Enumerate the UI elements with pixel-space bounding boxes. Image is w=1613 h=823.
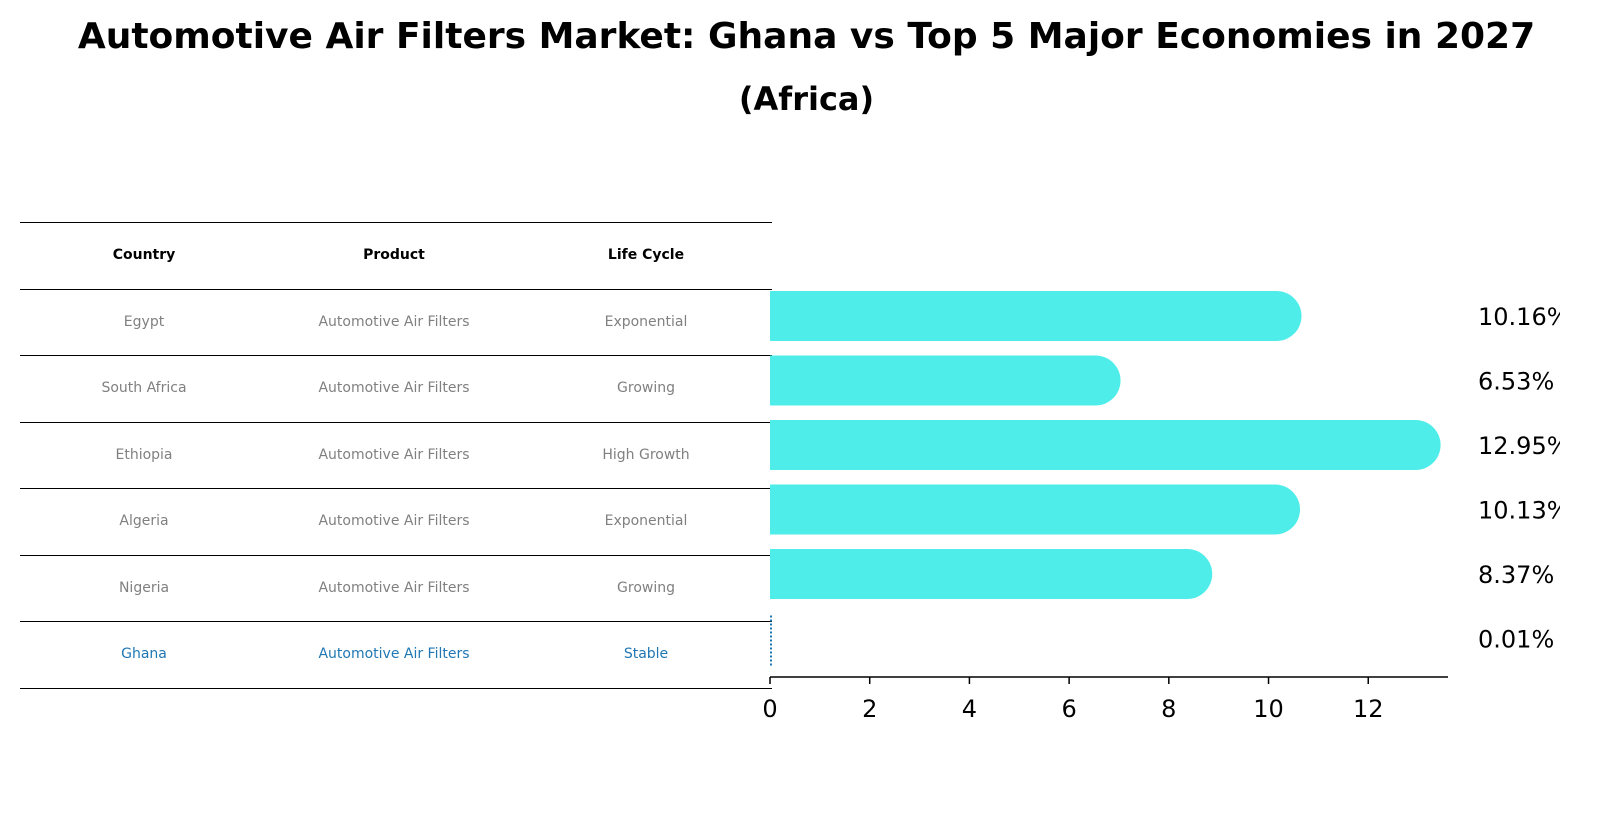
data-label: 12.95% — [1478, 432, 1560, 460]
data-label: 10.16% — [1478, 303, 1560, 331]
table-divider — [20, 687, 772, 689]
table-cell: Exponential — [604, 513, 688, 529]
bar-ethiopia — [770, 420, 1441, 470]
table-header-cell: Country — [112, 247, 176, 263]
table-cell: Automotive Air Filters — [318, 646, 470, 662]
table-header-cell: Product — [363, 247, 425, 263]
table-cell: Automotive Air Filters — [318, 380, 470, 396]
table-divider — [20, 355, 772, 356]
table-cell: Stable — [623, 646, 669, 662]
table-divider — [20, 421, 772, 423]
table-divider — [20, 554, 772, 556]
table-header-cell: Life Cycle — [607, 247, 685, 263]
table-cell: Growing — [617, 579, 675, 596]
table-cell: Exponential — [604, 313, 688, 330]
table-divider — [20, 488, 772, 489]
data-label: 8.37% — [1478, 561, 1554, 589]
bar-nigeria — [770, 549, 1213, 599]
table-cell: Algeria — [119, 513, 169, 529]
table-row: South Africa Automotive Air Filters Growin… — [20, 355, 772, 421]
table-divider — [20, 222, 772, 223]
table-cell: Automotive Air Filters — [318, 446, 470, 463]
x-tick-label: 6 — [1061, 695, 1076, 723]
table-row: Egypt Automotive Air Filters Exponential — [20, 289, 772, 355]
table-row: Ethiopia Automotive Air Filters High Growt… — [20, 422, 772, 488]
chart-title: Automotive Air Filters Market: Ghana vs … — [77, 16, 1536, 57]
table-cell: Ethiopia — [115, 446, 173, 463]
x-tick-label: 2 — [862, 695, 877, 723]
table-divider — [20, 621, 772, 622]
bar-algeria — [770, 484, 1301, 535]
table-cell: Automotive Air Filters — [318, 313, 470, 330]
table-row: Nigeria Automotive Air Filters Growing — [20, 555, 772, 621]
table-divider — [20, 288, 772, 290]
x-tick-label: 4 — [962, 695, 977, 723]
data-label: 6.53% — [1478, 368, 1554, 396]
table-cell: Nigeria — [118, 579, 170, 596]
x-tick-label: 0 — [762, 695, 777, 723]
table-row: Algeria Automotive Air Filters Exponential — [20, 488, 772, 554]
table-cell: South Africa — [101, 380, 187, 396]
data-label: 10.13% — [1478, 497, 1560, 525]
x-tick-label: 12 — [1353, 695, 1384, 723]
table-cell: Growing — [617, 380, 675, 396]
table-cell: Automotive Air Filters — [318, 513, 470, 529]
table-cell: Ghana — [121, 646, 167, 662]
table-row: Ghana Automotive Air Filters Stable — [20, 621, 772, 687]
data-label: 0.01% — [1478, 626, 1554, 654]
chart-subtitle: (Africa) — [738, 80, 875, 118]
table-cell: Egypt — [123, 313, 165, 330]
x-tick-label: 10 — [1253, 695, 1284, 723]
table-cell: High Growth — [602, 446, 690, 463]
table-cell: Automotive Air Filters — [318, 579, 470, 596]
x-tick-label: 8 — [1161, 695, 1176, 723]
table-header-row: Country Product Life Cycle — [20, 222, 772, 288]
bar-egypt — [770, 291, 1302, 341]
bar-south-africa — [770, 355, 1121, 406]
growth-bar-chart: 10.16% 6.53% 12.95% 10.13% 8.37% 0.01% 0 2 4 6 8 10… — [762, 291, 1560, 723]
